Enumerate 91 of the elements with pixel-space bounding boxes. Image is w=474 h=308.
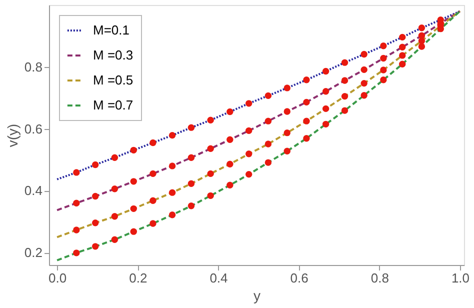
point (322, 120, 330, 128)
point (341, 59, 348, 66)
point (150, 220, 156, 227)
point (245, 150, 252, 158)
point (92, 161, 99, 168)
point (168, 212, 176, 218)
point (130, 146, 137, 154)
point (380, 76, 387, 84)
point (207, 170, 214, 178)
point (284, 129, 290, 136)
x-tick-label: 0.0 (48, 270, 67, 286)
point (168, 132, 176, 139)
point (130, 228, 137, 235)
y-tick-label: 0.6 (24, 121, 42, 136)
point (150, 197, 156, 204)
point (111, 213, 118, 220)
point (264, 159, 272, 166)
point (303, 118, 310, 124)
point (399, 52, 406, 59)
point (418, 24, 426, 32)
point (207, 145, 214, 152)
point (188, 202, 195, 210)
point (380, 42, 387, 50)
point (150, 139, 156, 146)
point (380, 66, 387, 74)
point (360, 92, 368, 99)
line-series (56, 10, 461, 180)
point (341, 77, 348, 84)
point (111, 154, 118, 161)
point (360, 66, 368, 74)
point (322, 88, 330, 95)
point (207, 116, 214, 124)
point (130, 205, 137, 212)
point (303, 76, 310, 84)
y-axis-title: v(y) (4, 124, 20, 148)
y-tick-label: 0.4 (24, 183, 42, 198)
point (341, 107, 348, 114)
point (322, 68, 330, 75)
point (188, 154, 195, 161)
y-tick-label: 0.8 (24, 59, 42, 74)
point (322, 105, 330, 112)
point (130, 178, 137, 185)
point (73, 200, 80, 206)
point (264, 140, 272, 148)
point (207, 192, 214, 200)
point (92, 192, 99, 200)
point (73, 226, 80, 234)
point (226, 160, 234, 168)
point (73, 250, 80, 256)
point (284, 84, 290, 92)
y-tick-label: 0.2 (24, 245, 42, 260)
point (245, 127, 252, 134)
x-tick-label: 0.6 (290, 270, 308, 286)
legend-label: M=0.1 (93, 22, 130, 38)
point (380, 54, 387, 62)
x-axis-title: y (254, 288, 260, 304)
point (226, 182, 234, 188)
point (303, 98, 310, 106)
point (284, 108, 290, 115)
point (168, 189, 176, 196)
point (188, 180, 195, 187)
legend-label: M =0.3 (93, 48, 134, 62)
point (264, 92, 272, 100)
legend-label: M =0.7 (93, 98, 134, 112)
x-tick-label: 0.4 (210, 270, 228, 286)
x-tick-label: 0.8 (370, 270, 389, 286)
point (188, 124, 195, 131)
point (264, 118, 272, 124)
point (73, 169, 80, 176)
point (92, 220, 99, 226)
point (399, 60, 406, 68)
point (245, 170, 252, 178)
point (168, 162, 176, 170)
point (284, 148, 290, 154)
point (226, 108, 234, 116)
point (399, 44, 406, 50)
point (399, 34, 406, 41)
point (245, 100, 252, 107)
point (341, 92, 348, 100)
legend-label: M =0.5 (93, 72, 134, 88)
point (92, 243, 99, 250)
point (360, 80, 368, 87)
x-tick-label: 1.0 (451, 270, 470, 286)
point (303, 135, 310, 142)
x-tick-label: 0.2 (129, 270, 148, 286)
point (111, 236, 118, 243)
point (360, 50, 368, 58)
point (226, 136, 234, 143)
point (418, 43, 426, 50)
point (111, 186, 118, 192)
point (150, 170, 156, 178)
